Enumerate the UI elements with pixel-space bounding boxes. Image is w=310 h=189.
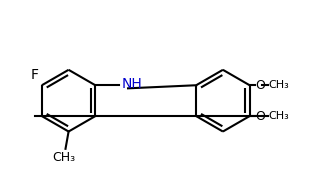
Text: F: F xyxy=(31,68,39,82)
Text: CH₃: CH₃ xyxy=(52,151,75,164)
Text: CH₃: CH₃ xyxy=(269,111,290,121)
Text: O: O xyxy=(255,110,265,123)
Text: CH₃: CH₃ xyxy=(269,80,290,90)
Text: O: O xyxy=(255,79,265,92)
Text: NH: NH xyxy=(121,77,142,91)
